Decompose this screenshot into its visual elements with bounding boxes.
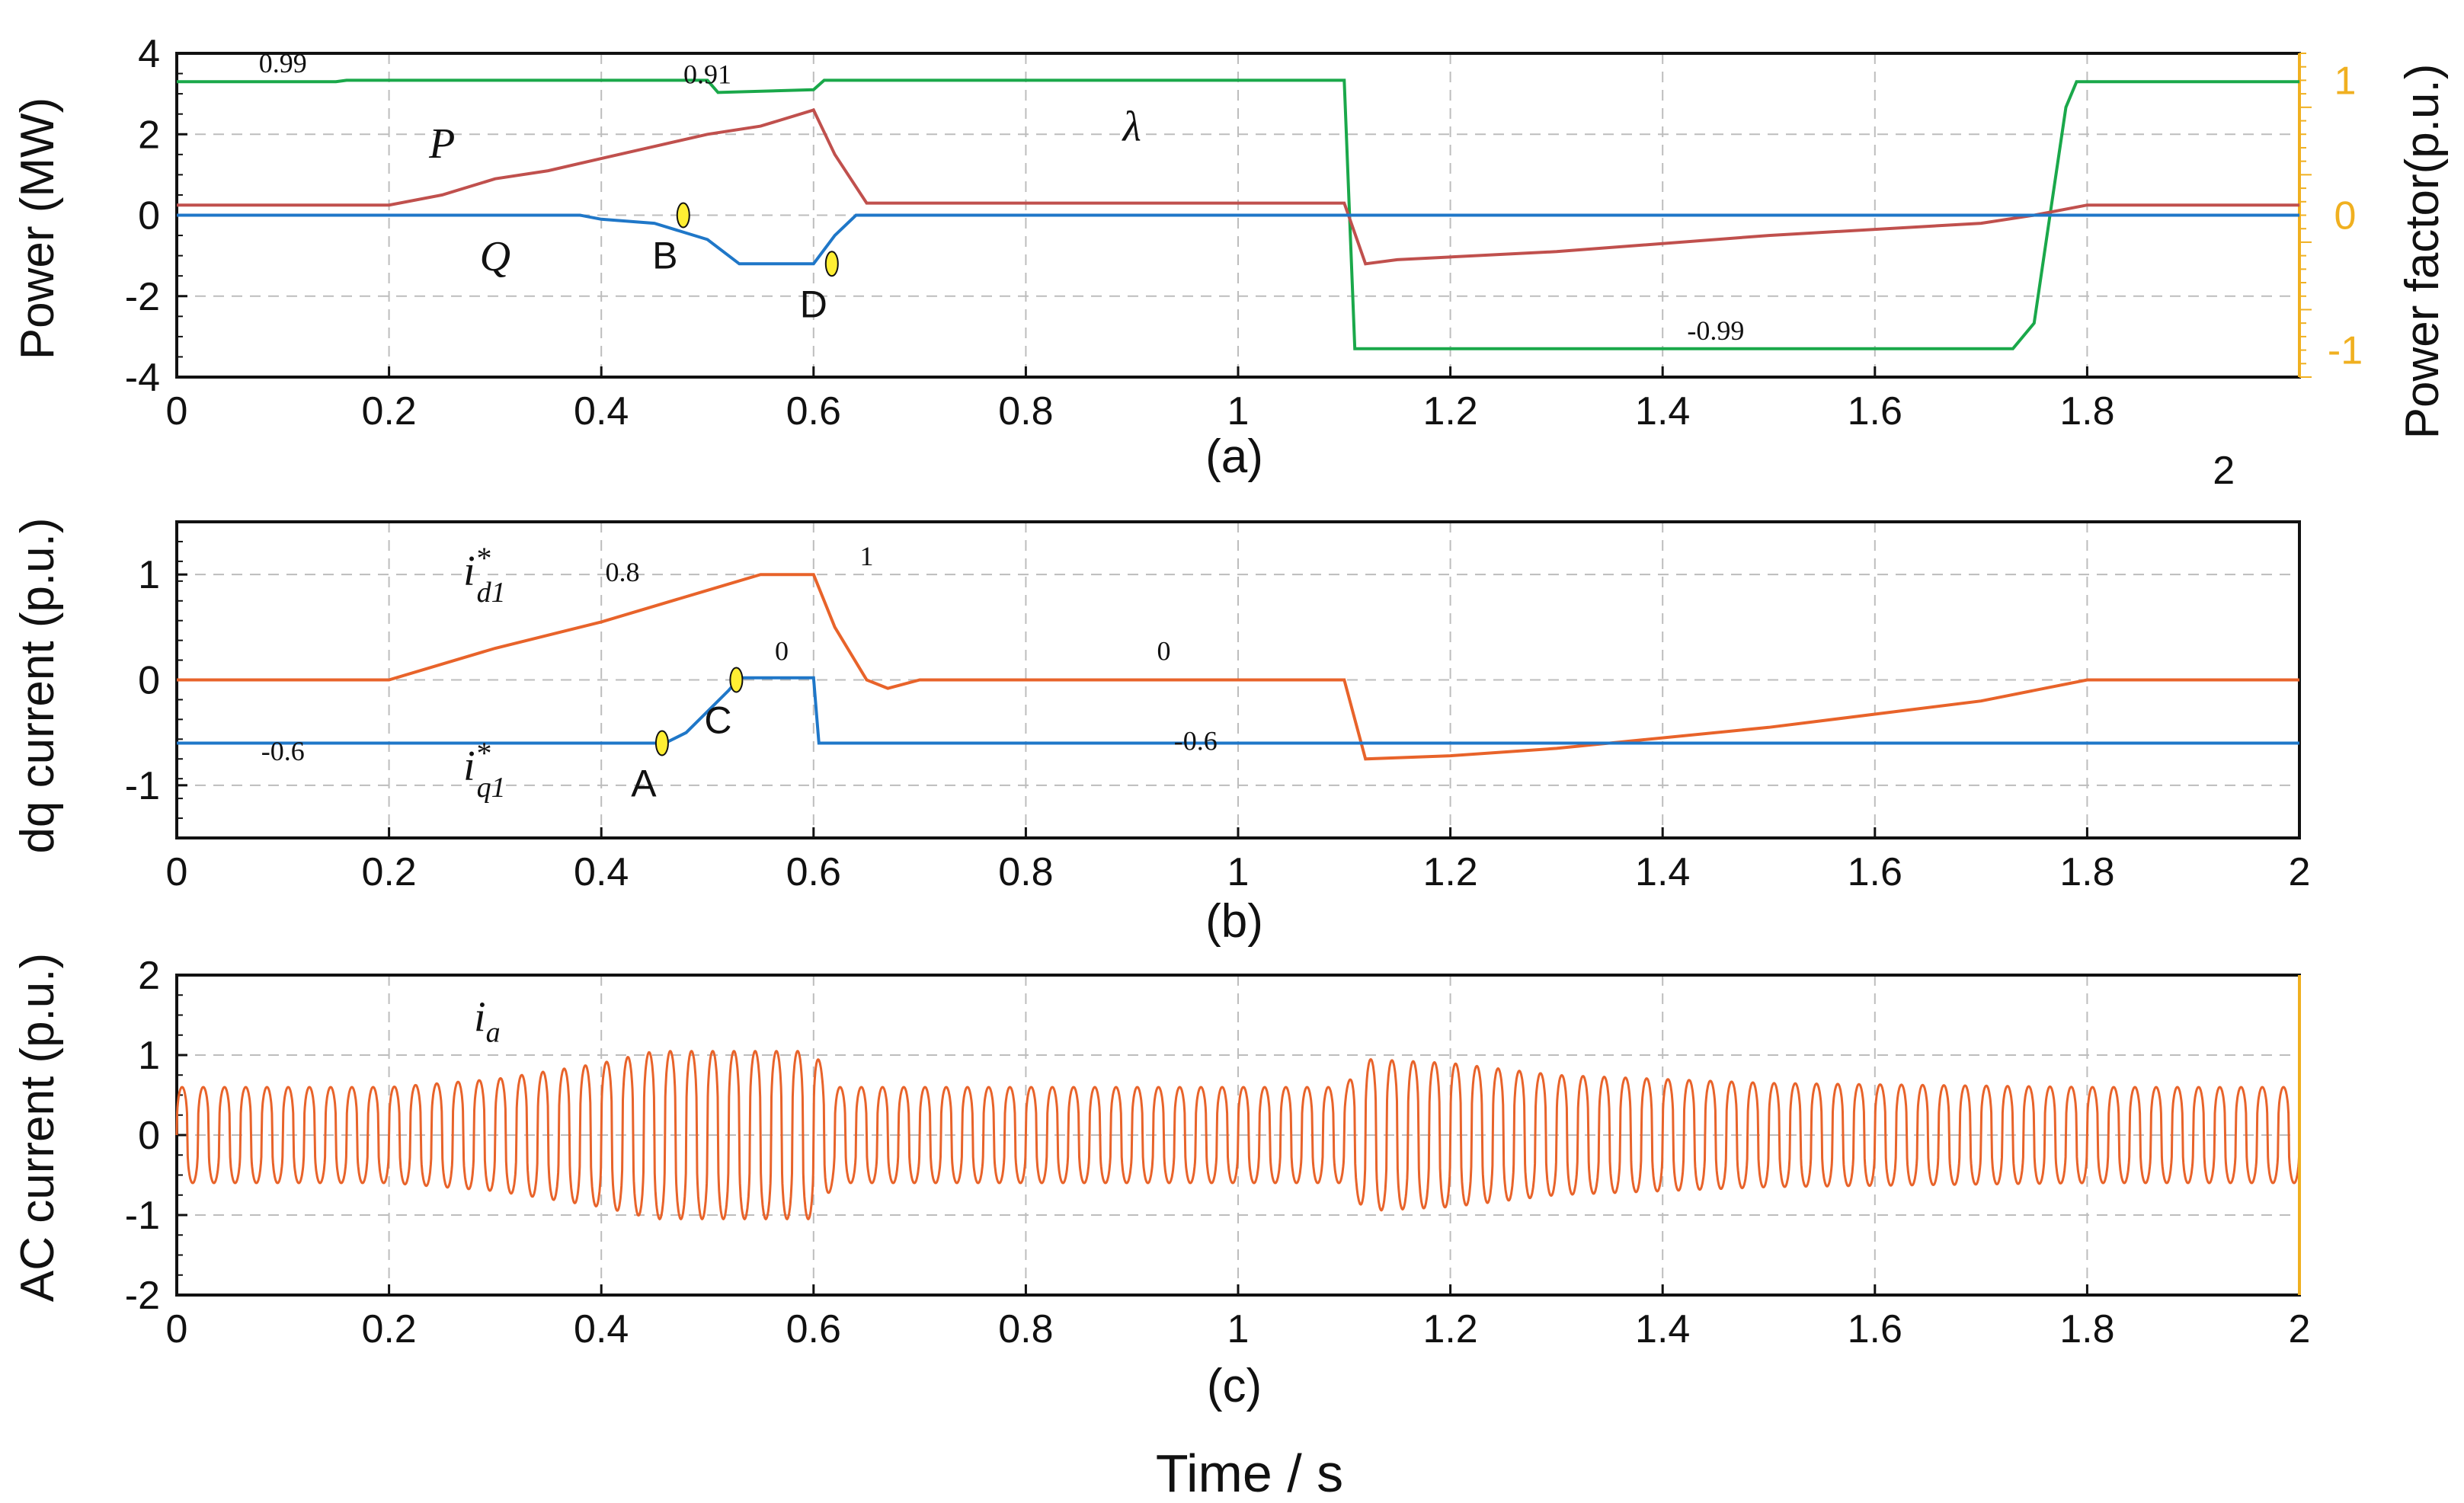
x-tick-label: 0.6	[786, 850, 841, 894]
y-tick-label: 0	[138, 194, 160, 238]
annotation-label: P	[428, 120, 455, 168]
y-right-tick-label: 1	[2334, 59, 2357, 103]
annotation-label: B	[652, 235, 677, 277]
y-tick-label: 2	[138, 113, 160, 157]
x-tick-label: 0.2	[361, 1307, 416, 1351]
annotation-label: λ	[1122, 103, 1141, 150]
annotation-label: 0.99	[259, 48, 307, 78]
marker-point-C	[729, 667, 744, 693]
x-tick-label: 0.8	[998, 850, 1053, 894]
y-right-tick-label: -1	[2328, 329, 2363, 373]
x-tick-label: 1.6	[1848, 1307, 1902, 1351]
marker-point-D	[824, 251, 839, 277]
y-tick-label: 1	[138, 1034, 160, 1078]
annotation-label: 0	[775, 636, 789, 667]
y-tick-label: 0	[138, 1114, 160, 1158]
x-tick-label: 0.6	[786, 1307, 841, 1351]
y-tick-label: 2	[138, 954, 160, 998]
series-p	[177, 107, 2299, 266]
y-tick-label: 4	[138, 32, 160, 76]
x-tick-label: 0	[166, 1307, 188, 1351]
annotation-label: -0.6	[1174, 725, 1218, 756]
y-tick-label: -4	[125, 356, 160, 400]
x-tick-label: 1.8	[2059, 389, 2114, 433]
y-tick-label: 0	[138, 659, 160, 703]
y-tick-label: -2	[125, 275, 160, 319]
annotation-label: -0.99	[1687, 315, 1744, 346]
panel-a-ylabel-right: Power factor(p.u.)	[2396, 64, 2449, 440]
annotation-label: -0.6	[261, 736, 305, 766]
panel-a-ylabel: Power (MW)	[11, 98, 64, 360]
x-tick-label: 2	[2289, 1307, 2311, 1351]
annotation-label: 1	[859, 541, 873, 571]
x-tick-label: 0.4	[574, 1307, 629, 1351]
series-	[177, 78, 2299, 350]
x-tick-label: 1.4	[1635, 389, 1690, 433]
y-tick-label: 1	[138, 553, 160, 597]
annotation-label: A	[631, 763, 657, 805]
series-id1	[177, 573, 2299, 761]
x-tick-label: 0.8	[998, 1307, 1053, 1351]
panel-c-caption: (c)	[1207, 1360, 1262, 1412]
y-tick-label: -1	[125, 1194, 160, 1238]
x-tick-label: 1.8	[2059, 1307, 2114, 1351]
x-tick-label: 0.6	[786, 389, 841, 433]
x-tick-label: 0.4	[574, 850, 629, 894]
annotation-label: 0	[1157, 636, 1170, 667]
x-tick-label: 0.4	[574, 389, 629, 433]
annotation-ia: ia	[474, 994, 501, 1049]
x-tick-label: 0.2	[361, 389, 416, 433]
x-tick-label: 1.8	[2059, 850, 2114, 894]
y-right-tick-label: 0	[2334, 194, 2357, 238]
series-ia	[175, 1050, 2301, 1221]
x-tick-label: 1.2	[1422, 1307, 1477, 1351]
x-tick-label: 1.4	[1635, 1307, 1690, 1351]
panel-a: 0 0.2 0.4 0.6 0.8 1 1.2 1.4 1.6 1.8 2 4 2 0 -2 -4 1 0 -1 0.…	[125, 32, 2363, 493]
panel-c-ylabel: AC current (p.u.)	[11, 953, 64, 1302]
panel-c: 0 0.2 0.4 0.6 0.8 1 1.2 1.4 1.6 1.8 2 2 1 0 -1 -2 ia	[125, 954, 2311, 1351]
panel-b-caption: (b)	[1205, 895, 1263, 948]
series-iq1	[177, 676, 2299, 745]
panel-a-caption: (a)	[1205, 430, 1263, 483]
marker-point-A	[654, 730, 669, 756]
x-tick-label: 1	[1227, 389, 1250, 433]
x-tick-label: 0.8	[998, 389, 1053, 433]
x-tick-label-extra: 2	[2213, 449, 2235, 493]
annotation-iq1: i* q1	[463, 736, 506, 804]
x-axis-label: Time / s	[1156, 1444, 1343, 1503]
x-tick-label: 0	[166, 850, 188, 894]
annotation-label: 0.8	[606, 557, 640, 587]
panel-b: 0 0.2 0.4 0.6 0.8 1 1.2 1.4 1.6 1.8 210-1i* d10.81C…	[125, 520, 2311, 894]
x-tick-label: 1.6	[1848, 850, 1902, 894]
y-tick-label: -1	[125, 764, 160, 808]
x-tick-label: 1.4	[1635, 850, 1690, 894]
marker-point-B	[676, 202, 690, 229]
x-tick-label: 2	[2289, 850, 2311, 894]
annotation-label: D	[800, 283, 827, 325]
x-tick-label: 1.2	[1422, 389, 1477, 433]
y-tick-label: -2	[125, 1274, 160, 1318]
x-tick-label: 0.2	[361, 850, 416, 894]
series-q	[177, 213, 2299, 266]
x-tick-label: 1.2	[1422, 850, 1477, 894]
x-tick-label: 1	[1227, 850, 1250, 894]
x-tick-label: 1	[1227, 1307, 1250, 1351]
x-tick-label: 1.6	[1848, 389, 1902, 433]
annotation-label: Q	[480, 233, 510, 280]
annotation-label: 0.91	[683, 59, 731, 89]
x-tick-label: 0	[166, 389, 188, 433]
annotation-label: C	[704, 699, 731, 742]
annotation-id1: i* d1	[463, 541, 506, 609]
panel-b-ylabel: dq current (p.u.)	[11, 517, 64, 853]
